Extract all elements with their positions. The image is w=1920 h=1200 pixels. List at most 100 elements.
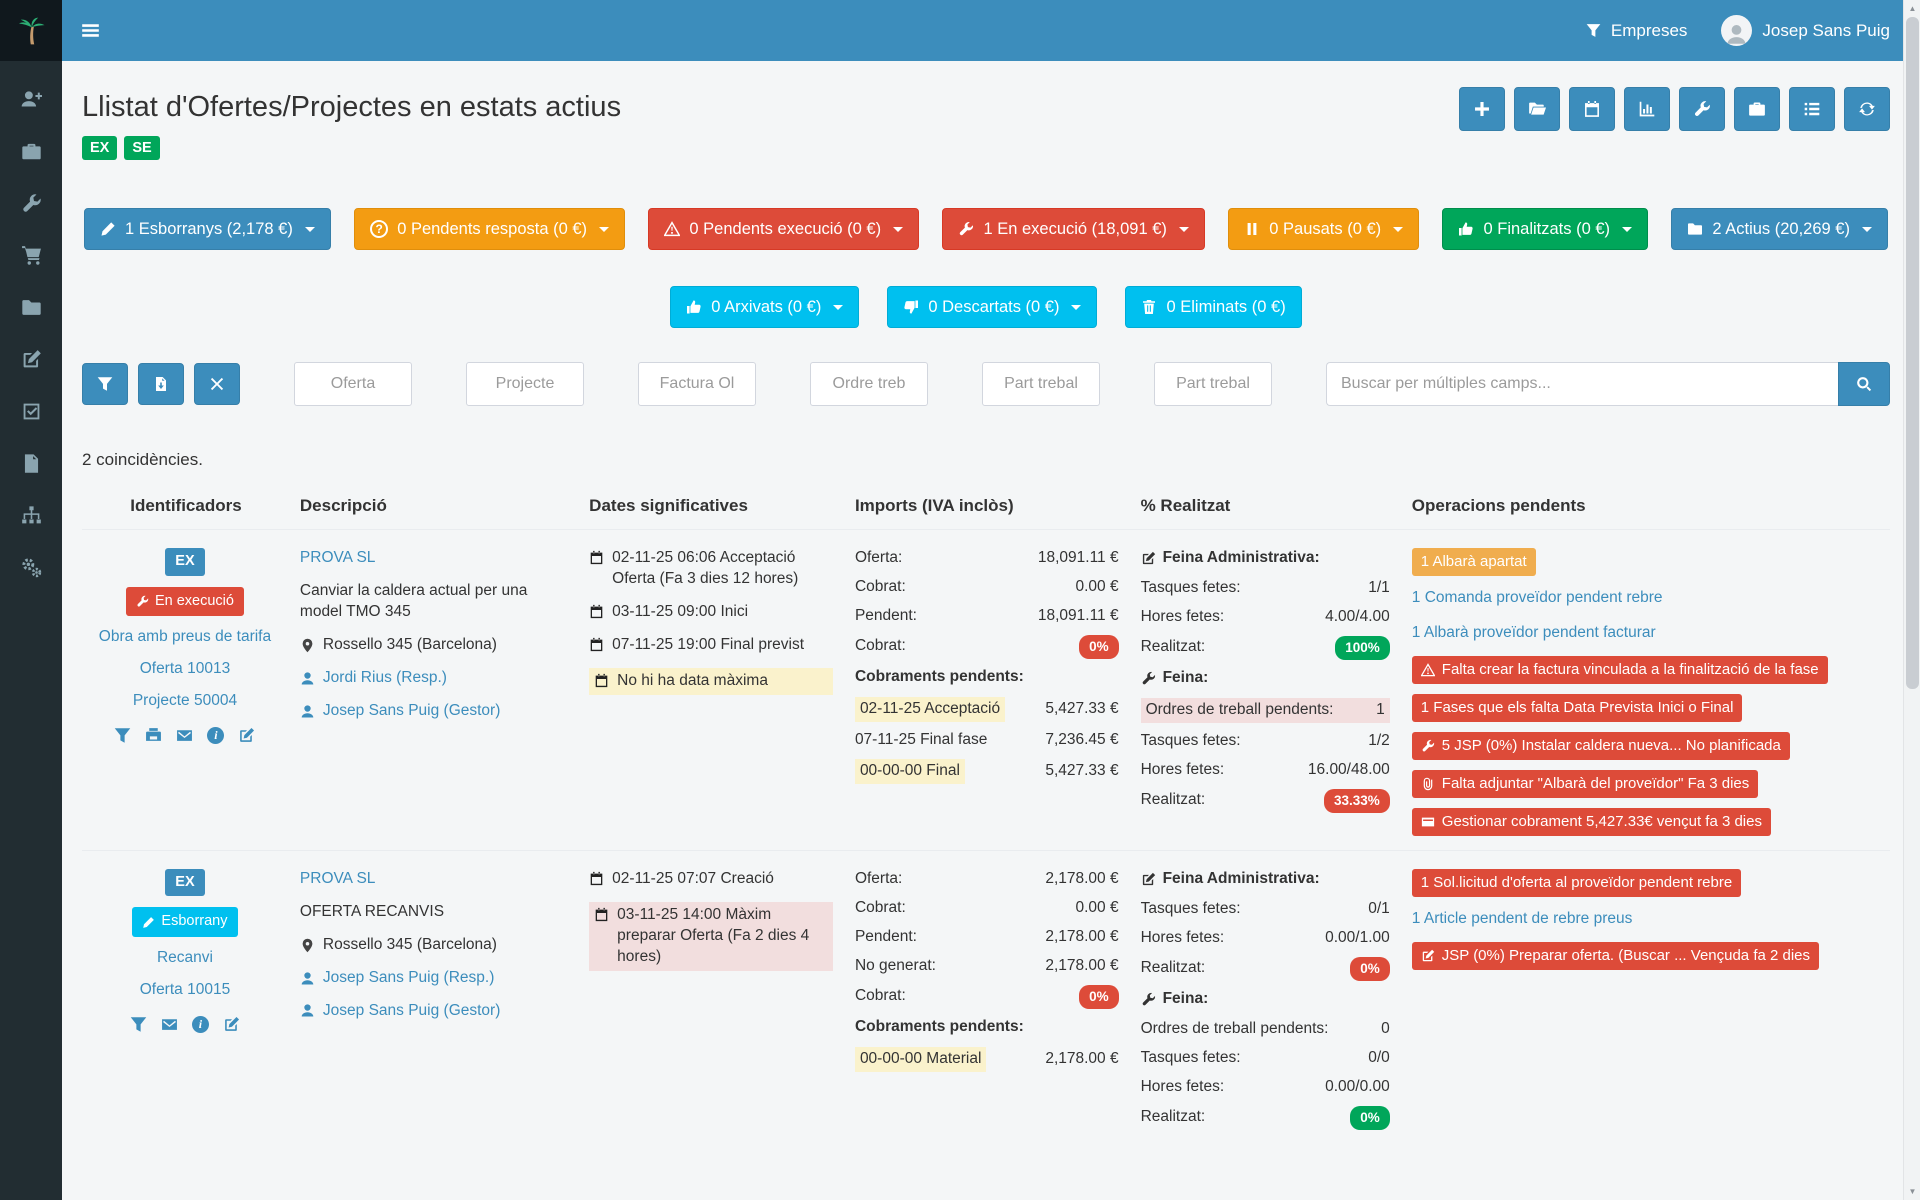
status-filter-esborranys[interactable]: 1 Esborranys (2,178 €) xyxy=(84,208,331,250)
status-filter-arxivats[interactable]: 0 Arxivats (0 €) xyxy=(670,286,860,328)
print-icon[interactable] xyxy=(145,727,162,744)
pending-op-badge[interactable]: 1 Albarà apartat xyxy=(1411,548,1536,576)
status-filter-pendents-resposta[interactable]: 0 Pendents resposta (0 €) xyxy=(354,208,626,250)
status-badge[interactable]: En execució xyxy=(125,586,244,617)
calendar-icon xyxy=(594,907,609,922)
open-folder-button[interactable] xyxy=(1514,87,1560,131)
oferta-link[interactable]: Oferta 10013 xyxy=(139,660,231,678)
project-type-link[interactable]: Obra amb preus de tarifa xyxy=(98,628,272,646)
tools-button[interactable] xyxy=(1679,87,1725,131)
descripcio-cell: PROVA SL OFERTA RECANVIS Rossello 345 (B… xyxy=(290,851,579,1152)
search-input[interactable] xyxy=(1326,362,1838,406)
sidebar-item-jobs[interactable] xyxy=(21,141,42,162)
info-icon[interactable] xyxy=(191,1015,209,1033)
empreses-menu[interactable]: Empreses xyxy=(1586,21,1687,41)
search-button[interactable] xyxy=(1838,362,1890,406)
edit-icon xyxy=(1421,949,1435,963)
tag-se[interactable]: SE xyxy=(124,136,160,160)
projecte-link[interactable]: Projecte 50004 xyxy=(132,691,238,709)
sidebar-item-settings[interactable] xyxy=(21,557,42,578)
pending-op-badge[interactable]: 5 JSP (0%) Instalar caldera nueva... No … xyxy=(1411,731,1790,760)
archive-filter-row: 0 Arxivats (0 €) 0 Descartats (0 €) 0 El… xyxy=(82,286,1890,328)
oferta-filter-input[interactable] xyxy=(294,362,412,406)
add-button[interactable] xyxy=(1459,87,1505,131)
date-line: 02-11-25 07:07 Creació xyxy=(589,869,833,890)
factura-filter-input[interactable] xyxy=(638,362,756,406)
realitzat-cell: Feina Administrativa: Tasques fetes: 1/1 … xyxy=(1131,530,1402,850)
caret-down-icon xyxy=(833,304,844,310)
caret-down-icon xyxy=(1178,226,1189,232)
status-filter-pausats[interactable]: 0 Pausats (0 €) xyxy=(1228,208,1420,250)
status-filter-actius[interactable]: 2 Actius (20,269 €) xyxy=(1671,208,1888,250)
projects-table: Identificadors Descripció Dates signific… xyxy=(82,486,1890,1152)
sidebar-item-edit[interactable] xyxy=(21,349,42,370)
scroll-up-arrow[interactable]: ▲ xyxy=(1908,4,1917,13)
projecte-filter-input[interactable] xyxy=(466,362,584,406)
pending-op-link[interactable]: 1 Comanda proveïdor pendent rebre xyxy=(1411,589,1663,606)
envelope-icon[interactable] xyxy=(161,1016,178,1033)
pending-op-badge[interactable]: 1 Sol.licitud d'oferta al proveïdor pend… xyxy=(1411,868,1742,897)
sidebar-item-organization[interactable] xyxy=(21,505,42,526)
filter-icon[interactable] xyxy=(130,1016,147,1033)
edit-icon[interactable] xyxy=(223,1016,240,1033)
part-treball-filter-input[interactable] xyxy=(982,362,1100,406)
user-menu[interactable]: Josep Sans Puig xyxy=(1721,15,1890,46)
filter-button[interactable] xyxy=(82,363,128,405)
pending-op-link[interactable]: 1 Albarà proveïdor pendent facturar xyxy=(1411,623,1656,641)
sidebar-item-tools[interactable] xyxy=(21,193,42,214)
pending-op-badge[interactable]: JSP (0%) Preparar oferta. (Buscar ... Ve… xyxy=(1411,941,1820,970)
sidebar-item-documents[interactable] xyxy=(21,453,42,474)
client-link[interactable]: PROVA SL xyxy=(299,869,376,887)
pending-op-badge[interactable]: 1 Fases que els falta Data Prevista Inic… xyxy=(1411,693,1743,722)
feina-administrativa-title: Feina Administrativa: xyxy=(1141,869,1390,890)
scrollbar-thumb[interactable] xyxy=(1906,17,1919,689)
pending-op-link[interactable]: 1 Article pendent de rebre preus xyxy=(1411,909,1633,927)
list-view-button[interactable] xyxy=(1789,87,1835,131)
vertical-scrollbar[interactable]: ▲ ▼ xyxy=(1903,0,1920,1200)
status-filter-descartats[interactable]: 0 Descartats (0 €) xyxy=(887,286,1098,328)
navbar: Empreses Josep Sans Puig xyxy=(62,0,1920,61)
caret-down-icon xyxy=(304,226,315,232)
app-logo[interactable] xyxy=(0,0,62,61)
sidebar-item-tasks[interactable] xyxy=(21,401,42,422)
ordre-treball-filter-input[interactable] xyxy=(810,362,928,406)
oferta-link[interactable]: Oferta 10015 xyxy=(139,980,231,998)
jobs-button[interactable] xyxy=(1734,87,1780,131)
pending-op-badge[interactable]: Gestionar cobrament 5,427.33€ vençut fa … xyxy=(1411,807,1771,836)
export-button[interactable] xyxy=(138,363,184,405)
status-filter-pendents-execucio[interactable]: 0 Pendents execució (0 €) xyxy=(648,208,920,250)
status-filter-finalitzats[interactable]: 0 Finalitzats (0 €) xyxy=(1442,208,1649,250)
project-type-link[interactable]: Recanvi xyxy=(156,948,213,966)
sidebar-item-projects[interactable] xyxy=(21,297,42,318)
trash-icon xyxy=(1141,299,1157,315)
filter-row xyxy=(82,362,1890,406)
pencil-icon xyxy=(142,916,155,929)
sidebar-toggle-button[interactable] xyxy=(62,0,118,61)
edit-icon[interactable] xyxy=(238,727,255,744)
scroll-down-arrow[interactable]: ▼ xyxy=(1908,1187,1917,1196)
sidebar-item-clients[interactable] xyxy=(21,89,42,110)
sidebar-item-purchases[interactable] xyxy=(21,245,42,266)
status-badge[interactable]: Esborrany xyxy=(132,907,238,937)
calendar-button[interactable] xyxy=(1569,87,1615,131)
status-filter-en-execucio[interactable]: 1 En execució (18,091 €) xyxy=(942,208,1205,250)
date-line: 03-11-25 09:00 Inici xyxy=(589,602,833,623)
charts-button[interactable] xyxy=(1624,87,1670,131)
info-icon[interactable] xyxy=(207,726,225,744)
clear-filters-button[interactable] xyxy=(194,363,240,405)
folder-open-icon xyxy=(1528,100,1546,118)
warning-icon xyxy=(664,221,680,237)
date-line: 02-11-25 06:06 Acceptació Oferta (Fa 3 d… xyxy=(589,548,833,590)
filter-icon[interactable] xyxy=(114,727,131,744)
refresh-button[interactable] xyxy=(1844,87,1890,131)
status-filter-eliminats[interactable]: 0 Eliminats (0 €) xyxy=(1125,286,1302,328)
pending-op-badge[interactable]: Falta adjuntar "Albarà del proveïdor" Fa… xyxy=(1411,769,1759,798)
part-treball-filter-input-2[interactable] xyxy=(1154,362,1272,406)
table-header-row: Identificadors Descripció Dates signific… xyxy=(82,486,1890,530)
pending-op-badge[interactable]: Falta crear la factura vinculada a la fi… xyxy=(1411,655,1828,684)
calendar-icon xyxy=(589,637,604,652)
tag-ex[interactable]: EX xyxy=(82,136,118,160)
col-imports: Imports (IVA inclòs) xyxy=(854,496,1014,515)
envelope-icon[interactable] xyxy=(176,727,193,744)
client-link[interactable]: PROVA SL xyxy=(299,549,376,566)
